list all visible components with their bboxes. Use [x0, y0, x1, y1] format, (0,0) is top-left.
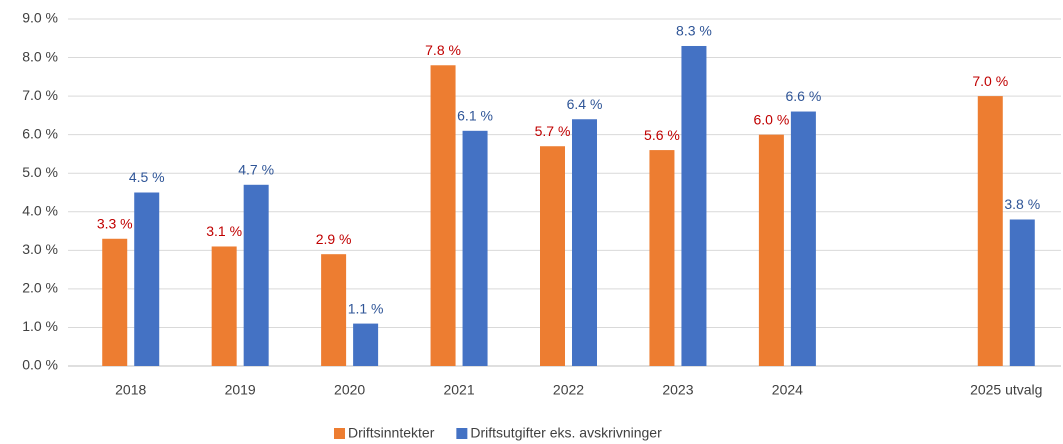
bar	[243, 184, 269, 366]
data-label: 6.1 %	[457, 108, 493, 124]
bar	[134, 192, 160, 366]
bar	[649, 150, 675, 366]
data-label: 6.0 %	[753, 111, 789, 127]
data-label: 3.3 %	[97, 215, 133, 231]
y-tick-label: 8.0 %	[22, 48, 58, 64]
x-tick-label: 2021	[443, 382, 474, 398]
bar	[211, 246, 237, 366]
data-label: 3.1 %	[206, 223, 242, 239]
bar	[758, 134, 784, 366]
bar	[102, 238, 128, 366]
y-tick-label: 7.0 %	[22, 87, 58, 103]
bar	[353, 323, 379, 366]
data-label: 8.3 %	[676, 23, 712, 39]
x-tick-label: 2020	[334, 382, 365, 398]
bar	[681, 45, 707, 366]
x-tick-label: 2022	[553, 382, 584, 398]
y-tick-label: 6.0 %	[22, 125, 58, 141]
data-label: 2.9 %	[316, 231, 352, 247]
x-tick-label: 2025 utvalg	[970, 382, 1042, 398]
legend-swatch	[334, 428, 345, 439]
data-label: 4.7 %	[238, 161, 274, 177]
data-label: 6.4 %	[567, 96, 603, 112]
data-label: 7.0 %	[972, 73, 1008, 89]
data-label: 6.6 %	[785, 88, 821, 104]
legend-swatch	[456, 428, 468, 439]
x-tick-label: 2023	[662, 382, 693, 398]
legend-label: Driftsinntekter	[348, 425, 435, 441]
bar	[430, 65, 456, 367]
x-tick-label: 2019	[225, 382, 256, 398]
data-label: 5.6 %	[644, 127, 680, 143]
bar	[572, 119, 597, 366]
legend-label: Driftsutgifter eks. avskrivninger	[470, 425, 662, 441]
bar	[1009, 219, 1035, 366]
bar	[462, 130, 488, 366]
x-tick-label: 2024	[772, 382, 803, 398]
data-label: 7.8 %	[425, 42, 461, 58]
y-tick-label: 5.0 %	[22, 164, 58, 180]
y-tick-label: 2.0 %	[22, 280, 58, 296]
y-tick-label: 9.0 %	[22, 10, 58, 26]
x-tick-label: 2018	[115, 382, 146, 398]
bar	[321, 254, 347, 366]
data-label: 4.5 %	[129, 169, 165, 185]
y-tick-label: 0.0 %	[22, 357, 58, 373]
bar	[790, 111, 816, 367]
data-label: 1.1 %	[348, 300, 384, 316]
y-tick-label: 3.0 %	[22, 241, 58, 257]
data-label: 5.7 %	[535, 123, 571, 139]
y-tick-label: 1.0 %	[22, 318, 58, 334]
bar	[540, 146, 565, 366]
data-label: 3.8 %	[1004, 196, 1040, 212]
y-tick-label: 4.0 %	[22, 202, 58, 218]
bar	[977, 96, 1003, 366]
